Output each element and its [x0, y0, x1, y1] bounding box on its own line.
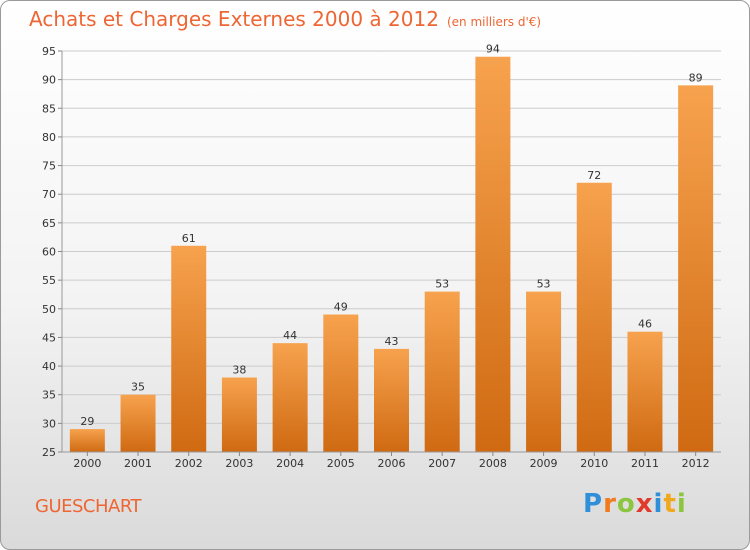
x-tick-label-2003: 2003 [225, 457, 253, 470]
value-label-2000: 29 [80, 415, 94, 428]
y-tick-label: 30 [42, 417, 56, 430]
y-tick-label: 70 [42, 188, 56, 201]
x-tick-label-2004: 2004 [276, 457, 304, 470]
bar-2001 [120, 394, 156, 452]
value-label-2003: 38 [232, 364, 246, 377]
x-tick-label-2009: 2009 [530, 457, 558, 470]
bar-2012 [678, 85, 714, 452]
value-label-2006: 43 [385, 335, 399, 348]
value-label-2002: 61 [182, 232, 196, 245]
commune-name: GUESCHART [35, 496, 142, 517]
value-label-2005: 49 [334, 301, 348, 314]
bar-2004 [272, 343, 308, 452]
bar-2000 [69, 429, 105, 452]
bar-2003 [221, 377, 257, 452]
value-label-2009: 53 [537, 278, 551, 291]
y-tick-label: 95 [42, 45, 56, 58]
y-tick-label: 75 [42, 160, 56, 173]
value-label-2001: 35 [131, 381, 145, 394]
value-label-2007: 53 [435, 278, 449, 291]
y-tick-label: 85 [42, 102, 56, 115]
y-tick-label: 40 [42, 360, 56, 373]
value-label-2004: 44 [283, 329, 297, 342]
x-tick-label-2011: 2011 [631, 457, 659, 470]
x-tick-label-2007: 2007 [428, 457, 456, 470]
y-tick-label: 50 [42, 303, 56, 316]
labels: 25 30 35 40 45 50 55 60 65 70 75 80 85 90 95 29 2000 35 20… [42, 43, 710, 470]
x-tick-label-2008: 2008 [479, 457, 507, 470]
logo-letter: i [653, 489, 664, 519]
y-tick-label: 80 [42, 131, 56, 144]
title-text: Achats et Charges Externes 2000 à 2012 [29, 7, 439, 31]
chart-title: Achats et Charges Externes 2000 à 2012 (e… [29, 7, 541, 31]
y-tick-label: 55 [42, 274, 56, 287]
x-tick-label-2000: 2000 [73, 457, 101, 470]
value-label-2011: 46 [638, 318, 652, 331]
logo-letter: i [676, 489, 687, 519]
bar-2008 [475, 56, 511, 452]
y-tick-label: 90 [42, 74, 56, 87]
bar-2006 [374, 348, 409, 452]
bar-2011 [627, 331, 663, 452]
x-tick-label-2012: 2012 [682, 457, 710, 470]
y-tick-label: 35 [42, 389, 56, 402]
y-tick-label: 60 [42, 246, 56, 259]
bar-2002 [171, 245, 207, 452]
x-tick-label-2001: 2001 [124, 457, 152, 470]
x-tick-label-2006: 2006 [378, 457, 406, 470]
logo-letter: r [603, 489, 617, 519]
y-tick-label: 45 [42, 331, 56, 344]
bar-2009 [526, 291, 562, 452]
x-tick-label-2002: 2002 [175, 457, 203, 470]
unit-note: (en milliers d'€) [446, 15, 542, 29]
logo-letter: t [663, 489, 677, 519]
x-tick-label-2010: 2010 [580, 457, 608, 470]
logo-letter: x [635, 489, 654, 519]
bar-2007 [424, 291, 460, 452]
logo-letter: P [583, 489, 604, 519]
bar-2005 [323, 314, 359, 452]
y-tick-label: 25 [42, 446, 56, 459]
value-label-2008: 94 [486, 43, 500, 56]
y-tick-label: 65 [42, 217, 56, 230]
bar-2010 [576, 182, 612, 452]
value-label-2010: 72 [587, 169, 601, 182]
value-label-2012: 89 [689, 71, 703, 84]
bars [69, 56, 714, 452]
proxiti-logo: Proxiti [583, 489, 687, 519]
logo-letter: o [616, 489, 636, 519]
x-tick-label-2005: 2005 [327, 457, 355, 470]
axes [58, 50, 721, 456]
